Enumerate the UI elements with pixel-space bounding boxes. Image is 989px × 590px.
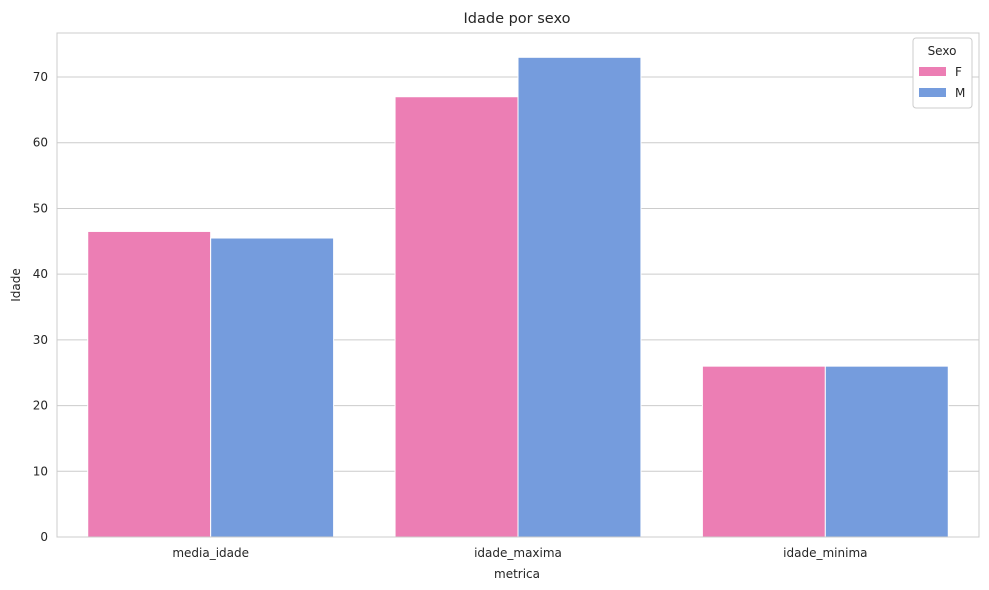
bar-media_idade-M xyxy=(210,237,335,538)
y-axis-label: Idade xyxy=(9,268,23,302)
x-tick-label: media_idade xyxy=(172,546,249,560)
y-tick-label: 0 xyxy=(40,530,48,544)
legend-label-m: M xyxy=(955,86,965,100)
x-axis-ticks: media_idade idade_maxima idade_minima xyxy=(172,546,867,560)
y-tick-label: 10 xyxy=(33,464,48,478)
y-tick-label: 20 xyxy=(33,399,48,413)
legend-swatch-m xyxy=(919,88,946,97)
bar-idade_minima-F xyxy=(701,365,826,538)
bar-idade_minima-M xyxy=(824,365,949,538)
bars xyxy=(87,56,949,538)
legend-swatch-f xyxy=(919,67,946,76)
chart-title: Idade por sexo xyxy=(464,11,571,27)
y-tick-label: 50 xyxy=(33,201,48,215)
y-tick-label: 30 xyxy=(33,333,48,347)
y-tick-label: 60 xyxy=(33,136,48,150)
x-tick-label: idade_maxima xyxy=(474,546,562,560)
bar-idade_maxima-M xyxy=(517,56,642,538)
y-tick-label: 70 xyxy=(33,70,48,84)
plot-frame xyxy=(56,32,980,538)
y-axis-ticks: 0 10 20 30 40 50 60 70 xyxy=(33,70,48,544)
x-axis-label: metrica xyxy=(494,567,540,581)
legend-label-f: F xyxy=(955,65,962,79)
legend-title: Sexo xyxy=(928,44,957,58)
bar-idade_maxima-F xyxy=(394,96,519,538)
legend: Sexo F M xyxy=(912,37,973,109)
bar-media_idade-F xyxy=(87,230,212,538)
y-tick-label: 40 xyxy=(33,267,48,281)
x-tick-label: idade_minima xyxy=(783,546,867,560)
